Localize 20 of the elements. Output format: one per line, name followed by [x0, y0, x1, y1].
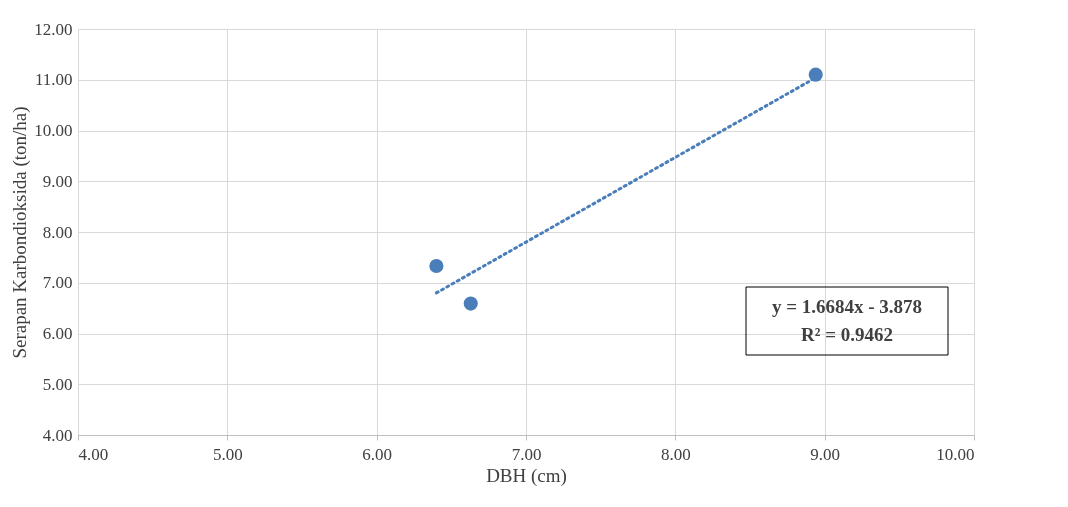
y-tick-label: 5.00	[42, 374, 73, 394]
x-tick-label: 4.00	[78, 444, 109, 464]
y-tick-label: 9.00	[42, 171, 73, 191]
annotation: R² = 0.9462	[801, 324, 893, 345]
annotation: y = 1.6684x - 3.878	[771, 296, 923, 317]
x-tick-label: 9.00	[810, 444, 841, 464]
y-tick-label: 7.00	[42, 273, 73, 293]
x-tick-label: 6.00	[362, 444, 393, 464]
x-axis-title: DBH (cm)	[486, 464, 567, 487]
y-tick-label: 11.00	[34, 70, 73, 90]
x-tick-label: 7.00	[511, 444, 542, 464]
y-axis-title: Serapan Karbondioksida (ton/ha)	[9, 106, 32, 359]
y-tick-label: 4.00	[42, 425, 73, 445]
x-tick-label: 10.00	[936, 444, 975, 464]
y-tick-label: 6.00	[42, 324, 73, 343]
x-tick-label: 5.00	[212, 444, 243, 464]
x-tick-label: 8.00	[660, 444, 691, 464]
y-tick-label: 10.00	[34, 121, 73, 140]
y-tick-label: 8.00	[42, 222, 73, 242]
y-tick-label: 12.00	[34, 19, 73, 39]
